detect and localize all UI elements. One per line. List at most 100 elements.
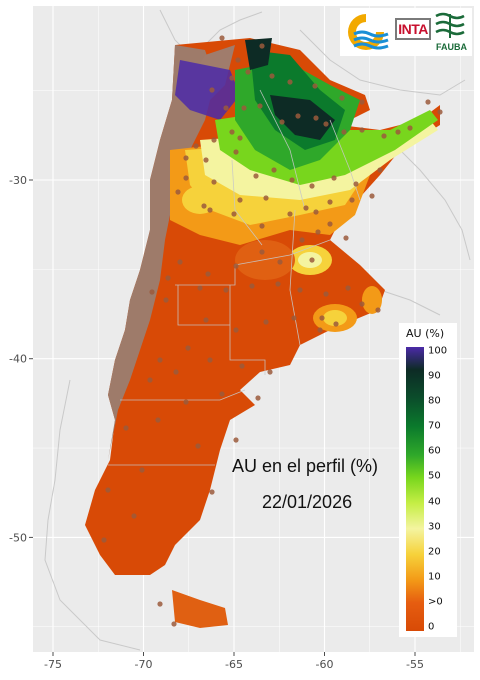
station-point xyxy=(309,257,315,263)
station-point xyxy=(177,259,183,265)
station-point xyxy=(139,467,145,473)
station-point xyxy=(185,345,191,351)
legend-tick-label: 20 xyxy=(428,546,441,558)
station-point xyxy=(271,167,277,173)
station-point xyxy=(257,103,263,109)
legend-tick-label: 0 xyxy=(428,621,435,633)
station-point xyxy=(163,297,169,303)
station-point xyxy=(209,87,215,93)
legend-color-bar xyxy=(406,347,424,631)
station-point xyxy=(223,287,229,293)
station-point xyxy=(183,175,189,181)
station-point xyxy=(327,199,333,205)
argentina-moisture-map xyxy=(85,38,440,628)
station-point xyxy=(175,189,181,195)
legend-title: AU (%) xyxy=(406,327,445,340)
legend-tick-label: 70 xyxy=(428,420,441,432)
station-point xyxy=(309,183,315,189)
station-point xyxy=(317,327,323,333)
station-point xyxy=(223,105,229,111)
station-point xyxy=(267,369,273,375)
station-point xyxy=(275,281,281,287)
station-point xyxy=(231,211,237,217)
station-point xyxy=(193,143,199,149)
station-point xyxy=(287,211,293,217)
station-point xyxy=(235,57,241,63)
legend-tick-label: 60 xyxy=(428,445,441,457)
station-point xyxy=(341,129,347,135)
fauba-logo-icon xyxy=(435,12,465,38)
station-point xyxy=(259,249,265,255)
station-point xyxy=(297,287,303,293)
station-point xyxy=(105,487,111,493)
yellow-patch-west xyxy=(182,186,218,214)
orange-patch-4 xyxy=(235,240,295,280)
station-point xyxy=(407,125,413,131)
station-point xyxy=(203,317,209,323)
station-point xyxy=(183,155,189,161)
station-point xyxy=(157,357,163,363)
y-tick-label: -30 xyxy=(9,174,27,187)
inta-logo: INTA xyxy=(395,18,431,40)
station-point xyxy=(219,391,225,397)
legend-tick-label: 80 xyxy=(428,395,441,407)
x-tick-label: -60 xyxy=(316,658,334,671)
station-point xyxy=(353,181,359,187)
map-axes: -75 -70 -65 -60 -55 -30 -40 -50 xyxy=(9,174,424,671)
saturated-core-north xyxy=(245,38,272,70)
station-point xyxy=(295,113,301,119)
station-point xyxy=(249,283,255,289)
station-point xyxy=(359,127,365,133)
station-point xyxy=(259,43,265,49)
saturated-core xyxy=(270,95,335,140)
x-tick-label: -75 xyxy=(44,658,62,671)
y-tick-label: -40 xyxy=(9,353,27,366)
station-point xyxy=(229,75,235,81)
station-point xyxy=(207,357,213,363)
station-point xyxy=(149,289,155,295)
station-point xyxy=(211,137,217,143)
fauba-logo-text: FAUBA xyxy=(436,42,467,52)
map-title: AU en el perfil (%) xyxy=(232,456,379,476)
station-point xyxy=(319,315,325,321)
station-points xyxy=(101,35,443,627)
legend-tick-label: 50 xyxy=(428,470,441,482)
station-point xyxy=(369,193,375,199)
station-point xyxy=(279,119,285,125)
station-point xyxy=(233,149,239,155)
station-point xyxy=(173,369,179,375)
station-point xyxy=(263,319,269,325)
map-date: 22/01/2026 xyxy=(262,492,353,512)
station-point xyxy=(237,197,243,203)
station-point xyxy=(263,195,269,201)
station-point xyxy=(245,69,251,75)
station-point xyxy=(255,395,261,401)
station-point xyxy=(205,271,211,277)
station-point xyxy=(201,203,207,209)
station-point xyxy=(313,209,319,215)
station-point xyxy=(203,157,209,163)
station-point xyxy=(165,275,171,281)
station-point xyxy=(375,307,381,313)
tierra-del-fuego xyxy=(172,590,228,628)
station-point xyxy=(123,425,129,431)
station-point xyxy=(101,537,107,543)
station-point xyxy=(229,129,235,135)
station-point xyxy=(171,621,177,627)
station-point xyxy=(155,417,161,423)
station-point xyxy=(233,437,239,443)
station-point xyxy=(299,237,305,243)
station-point xyxy=(327,221,333,227)
station-point xyxy=(345,285,351,291)
station-point xyxy=(183,399,189,405)
station-point xyxy=(377,167,383,173)
y-tick-label: -50 xyxy=(9,531,27,544)
x-tick-label: -70 xyxy=(135,658,153,671)
saturated-region xyxy=(175,60,240,120)
station-point xyxy=(197,285,203,291)
station-point xyxy=(437,109,443,115)
station-point xyxy=(233,263,239,269)
legend-tick-label: 30 xyxy=(428,521,441,533)
station-point xyxy=(289,177,295,183)
x-tick-label: -65 xyxy=(225,658,243,671)
